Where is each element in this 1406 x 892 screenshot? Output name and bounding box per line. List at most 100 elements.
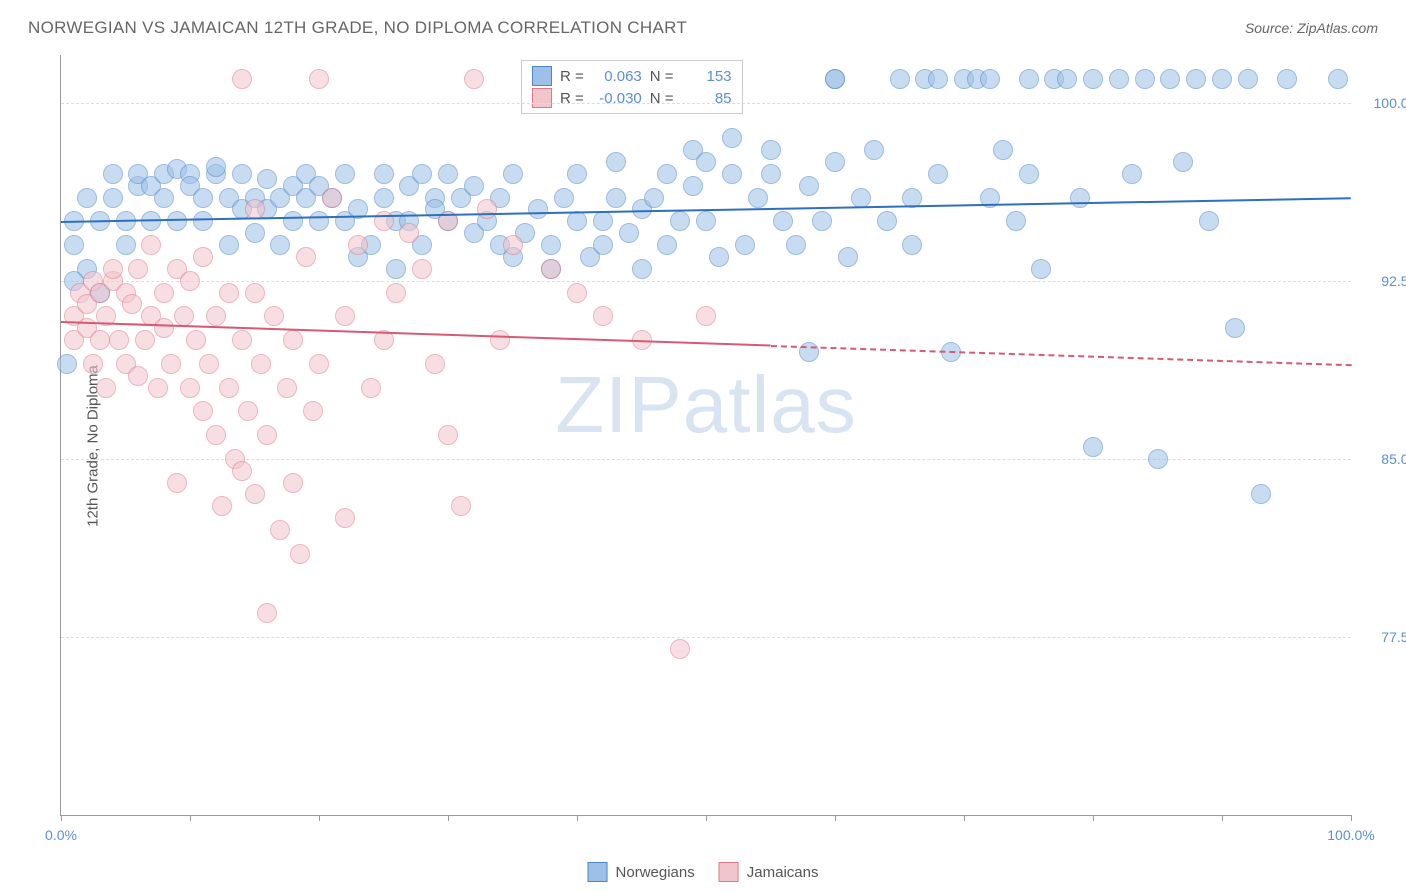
- data-point: [890, 69, 910, 89]
- data-point: [1212, 69, 1232, 89]
- x-tick-label: 100.0%: [1327, 827, 1374, 843]
- data-point: [193, 211, 213, 231]
- data-point: [399, 223, 419, 243]
- data-point: [135, 330, 155, 350]
- data-point: [1019, 69, 1039, 89]
- x-tick: [1351, 815, 1352, 821]
- data-point: [490, 330, 510, 350]
- data-point: [438, 425, 458, 445]
- data-point: [277, 378, 297, 398]
- data-point: [928, 69, 948, 89]
- data-point: [270, 235, 290, 255]
- data-point: [464, 69, 484, 89]
- data-point: [335, 306, 355, 326]
- data-point: [554, 188, 574, 208]
- data-point: [1031, 259, 1051, 279]
- data-point: [1186, 69, 1206, 89]
- data-point: [657, 235, 677, 255]
- data-point: [154, 318, 174, 338]
- data-point: [541, 235, 561, 255]
- data-point: [303, 401, 323, 421]
- data-point: [296, 247, 316, 267]
- data-point: [96, 378, 116, 398]
- x-tick: [577, 815, 578, 821]
- data-point: [1199, 211, 1219, 231]
- data-point: [1328, 69, 1348, 89]
- data-point: [116, 235, 136, 255]
- data-point: [825, 152, 845, 172]
- series-legend: Norwegians Jamaicans: [588, 862, 819, 882]
- gridline-h: [61, 637, 1351, 638]
- data-point: [761, 164, 781, 184]
- data-point: [348, 235, 368, 255]
- data-point: [799, 342, 819, 362]
- data-point: [232, 164, 252, 184]
- legend-item-norwegians: Norwegians: [588, 862, 695, 882]
- data-point: [593, 306, 613, 326]
- data-point: [606, 188, 626, 208]
- y-tick-label: 100.0%: [1361, 95, 1406, 111]
- data-point: [1135, 69, 1155, 89]
- data-point: [154, 283, 174, 303]
- data-point: [696, 152, 716, 172]
- data-point: [1225, 318, 1245, 338]
- legend-item-jamaicans: Jamaicans: [719, 862, 819, 882]
- data-point: [773, 211, 793, 231]
- r-value-norwegians: 0.063: [592, 68, 642, 85]
- data-point: [709, 247, 729, 267]
- data-point: [644, 188, 664, 208]
- chart-source: Source: ZipAtlas.com: [1245, 20, 1378, 36]
- legend-label: Norwegians: [616, 864, 695, 881]
- data-point: [503, 164, 523, 184]
- n-label: N =: [650, 90, 674, 107]
- data-point: [232, 330, 252, 350]
- data-point: [270, 520, 290, 540]
- watermark-text-b: atlas: [683, 360, 857, 449]
- data-point: [1122, 164, 1142, 184]
- data-point: [83, 354, 103, 374]
- data-point: [219, 378, 239, 398]
- data-point: [593, 235, 613, 255]
- data-point: [103, 259, 123, 279]
- data-point: [980, 69, 1000, 89]
- data-point: [251, 354, 271, 374]
- data-point: [735, 235, 755, 255]
- data-point: [670, 639, 690, 659]
- legend-row-jamaicans: R = -0.030 N = 85: [532, 87, 732, 109]
- data-point: [696, 211, 716, 231]
- data-point: [993, 140, 1013, 160]
- y-tick-label: 92.5%: [1361, 273, 1406, 289]
- data-point: [425, 354, 445, 374]
- swatch-jamaicans: [532, 88, 552, 108]
- swatch-norwegians: [588, 862, 608, 882]
- data-point: [412, 164, 432, 184]
- data-point: [109, 330, 129, 350]
- data-point: [193, 401, 213, 421]
- data-point: [722, 164, 742, 184]
- data-point: [154, 188, 174, 208]
- legend-row-norwegians: R = 0.063 N = 153: [532, 65, 732, 87]
- data-point: [219, 235, 239, 255]
- data-point: [128, 366, 148, 386]
- data-point: [57, 354, 77, 374]
- data-point: [174, 306, 194, 326]
- data-point: [283, 211, 303, 231]
- data-point: [141, 235, 161, 255]
- data-point: [90, 330, 110, 350]
- data-point: [1070, 188, 1090, 208]
- data-point: [386, 283, 406, 303]
- data-point: [245, 484, 265, 504]
- data-point: [593, 211, 613, 231]
- data-point: [103, 164, 123, 184]
- data-point: [657, 164, 677, 184]
- data-point: [161, 354, 181, 374]
- data-point: [374, 188, 394, 208]
- data-point: [696, 306, 716, 326]
- x-tick: [190, 815, 191, 821]
- data-point: [1083, 69, 1103, 89]
- data-point: [567, 211, 587, 231]
- data-point: [670, 211, 690, 231]
- data-point: [219, 283, 239, 303]
- data-point: [283, 473, 303, 493]
- data-point: [1057, 69, 1077, 89]
